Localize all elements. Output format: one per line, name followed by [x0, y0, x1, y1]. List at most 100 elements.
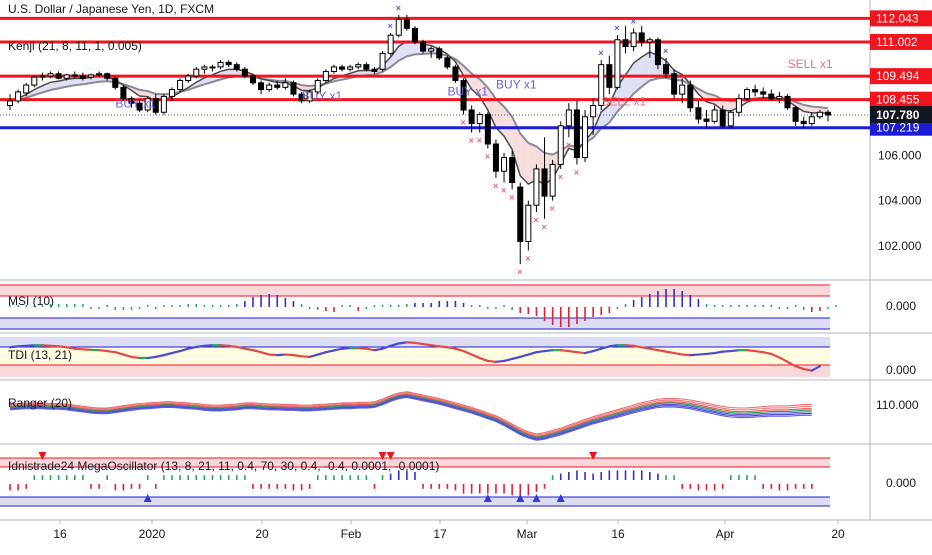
candle-body — [210, 67, 215, 68]
tdi-line-segment — [658, 350, 666, 351]
megaoscillator-legend: Idnistrade24 MegaOscillator (13, 8, 21, … — [8, 459, 439, 473]
sell-marker: × — [542, 222, 547, 232]
tdi-line-segment — [642, 347, 650, 348]
time-tick-label: Mar — [517, 527, 538, 541]
candle-body — [526, 205, 531, 241]
msi-pane[interactable] — [0, 285, 932, 333]
candle-body — [323, 71, 328, 80]
ranger-pane[interactable] — [0, 392, 932, 444]
candle-body — [429, 49, 434, 51]
tdi-line-segment — [18, 346, 26, 347]
sell-marker: × — [469, 136, 474, 146]
tdi-line-segment — [399, 342, 407, 343]
last-price-label: 107.780 — [876, 108, 920, 122]
candle-body — [607, 65, 612, 88]
kenji-legend: Kenji (21, 8, 11, 1, 0.005) — [8, 39, 142, 53]
candle-body — [639, 33, 644, 42]
candle-body — [178, 81, 183, 90]
tdi-line-segment — [715, 352, 723, 353]
candle-body — [388, 35, 393, 53]
candle-body — [242, 69, 247, 76]
tdi-line-segment — [50, 346, 58, 347]
tdi-line-segment — [358, 348, 366, 349]
candle-body — [574, 110, 579, 158]
candle-body — [510, 158, 515, 183]
candle-body — [769, 94, 774, 99]
tdi-line-segment — [626, 345, 634, 346]
tdi-line-segment — [83, 349, 91, 350]
candle-body — [72, 75, 77, 76]
candle-body — [534, 169, 539, 205]
msi-legend: MSI (10) — [8, 294, 54, 308]
candle-body — [194, 69, 199, 76]
tdi-line-segment — [302, 356, 310, 357]
candle-body — [291, 83, 296, 94]
tdi-line-segment — [99, 350, 107, 351]
candle-body — [412, 28, 417, 42]
ranger-legend: Ranger (20) — [8, 396, 72, 410]
time-tick-label: 16 — [53, 527, 67, 541]
tdi-line-segment — [731, 350, 739, 351]
sell-marker: × — [509, 192, 514, 202]
tdi-line-segment — [131, 357, 139, 358]
price-pane[interactable]: 112.043111.002109.494108.455107.219107.7… — [0, 0, 932, 520]
signal-label: BUY x1 — [302, 89, 343, 103]
candle-body — [421, 42, 426, 51]
candle-body — [655, 40, 660, 65]
candle-body — [48, 74, 53, 76]
tdi-line-segment — [650, 349, 658, 350]
time-tick-label: 2020 — [139, 527, 166, 541]
candle-body — [591, 105, 596, 116]
candle-body — [469, 110, 474, 124]
candle-body — [259, 83, 264, 90]
buy-marker: × — [388, 21, 393, 31]
tdi-line-segment — [431, 345, 439, 346]
candle-body — [623, 40, 628, 47]
sell-marker: × — [485, 152, 490, 162]
candle-body — [404, 19, 409, 28]
candle-body — [688, 85, 693, 108]
candle-body — [97, 74, 102, 75]
tdi-legend: TDI (13, 21) — [8, 348, 72, 362]
tdi-line-segment — [342, 348, 350, 349]
candle-body — [64, 75, 69, 78]
time-tick-label: 16 — [611, 527, 625, 541]
tdi-line-segment — [148, 357, 156, 358]
tdi-line-segment — [75, 349, 83, 350]
tdi-line-segment — [569, 351, 577, 352]
candle-body — [331, 67, 336, 72]
candle-body — [583, 117, 588, 158]
candle-body — [348, 67, 353, 69]
candle-body — [566, 110, 571, 126]
time-tick-label: Apr — [716, 527, 735, 541]
ranger-band-line — [10, 395, 812, 438]
candle-body — [105, 74, 110, 79]
candle-body — [728, 112, 733, 126]
candle-body — [396, 19, 401, 35]
candle-body — [704, 119, 709, 121]
buy-marker: × — [663, 46, 668, 56]
candle-body — [40, 76, 45, 77]
candle-body — [340, 67, 345, 69]
candle-body — [753, 90, 758, 92]
mega-lower-zone — [0, 497, 830, 506]
candle-body — [647, 40, 652, 42]
candle-body — [169, 90, 174, 97]
tdi-line-segment — [439, 346, 447, 347]
tdi-line-segment — [545, 350, 553, 351]
candle-body — [485, 115, 490, 144]
signal-label: SELL x1 — [788, 57, 833, 71]
candle-body — [631, 33, 636, 47]
candle-body — [250, 76, 255, 83]
candle-body — [275, 85, 280, 87]
price-tick-label: 104.000 — [878, 194, 922, 208]
candle-body — [202, 67, 207, 69]
tdi-line-segment — [609, 345, 617, 346]
candle-body — [7, 101, 12, 106]
level-label: 112.043 — [876, 11, 919, 25]
time-tick-label: 17 — [433, 527, 447, 541]
tdi-pane[interactable] — [0, 337, 932, 380]
candle-body — [437, 49, 442, 58]
tdi-line-segment — [488, 361, 496, 362]
